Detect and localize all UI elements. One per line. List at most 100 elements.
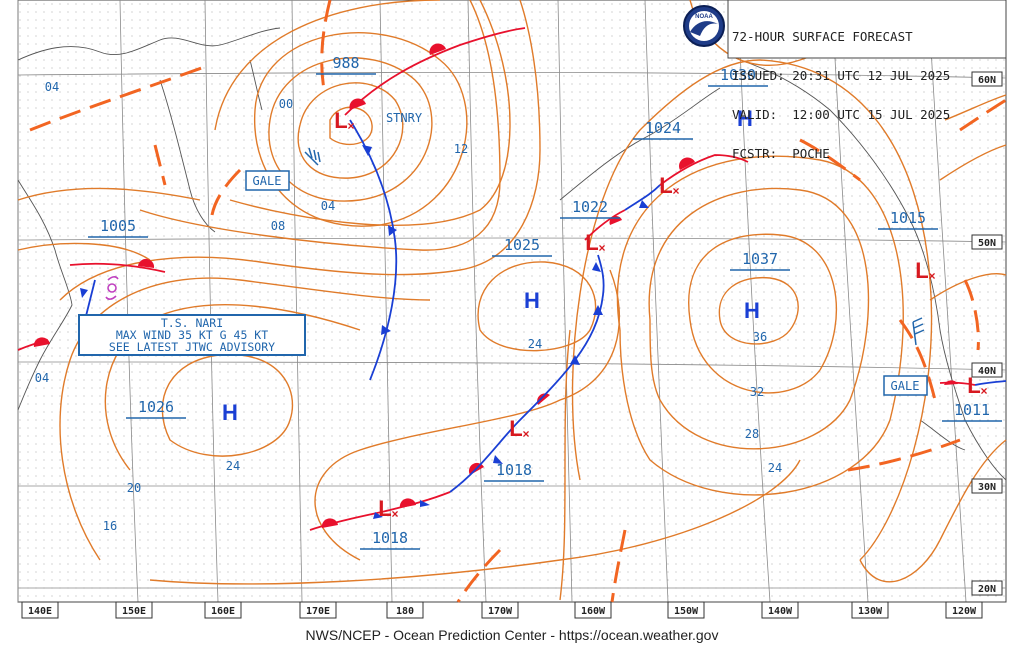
- lon-label-150e: 150E: [115, 601, 153, 619]
- high-symbol: H: [222, 400, 238, 425]
- pressure-center-high-1030: H 1030: [708, 66, 768, 131]
- lon-label-text: 160W: [581, 606, 606, 617]
- gale-box-east: GALE: [883, 375, 928, 396]
- storm-max-wind: MAX WIND 35 KT G 45 KT: [115, 328, 269, 342]
- header-box: [727, 0, 1007, 59]
- isobar-988-inner: [329, 106, 373, 146]
- pressure-center-high-1026: H 1026: [126, 398, 238, 425]
- pressure-center-low-1018: L × 1018: [484, 416, 544, 482]
- longitude-labels: 140E 150E 160E 170E 180 170W 160W 150W 140W 130W 1…: [21, 601, 983, 619]
- warm-front-bumps: [33, 43, 958, 528]
- graticule: [17, 0, 1007, 603]
- isobar-label-24: 24: [768, 461, 782, 475]
- lat-label-text: 40N: [978, 366, 996, 377]
- isobar-1024-w: [161, 353, 294, 457]
- pressure-value: 1022: [572, 198, 608, 216]
- low-center-mark: ×: [347, 119, 354, 133]
- pressure-value: 1025: [504, 236, 540, 254]
- lat-label-text: 60N: [978, 75, 996, 86]
- pressure-center-low-1022: L × 1022: [560, 198, 620, 255]
- pressure-value: 1026: [138, 398, 174, 416]
- tropical-storm-advisory-box: T.S. NARI MAX WIND 35 KT G 45 KT SEE LAT…: [78, 314, 306, 356]
- isobar-label-04: 04: [35, 371, 49, 385]
- warm-fronts: [17, 27, 976, 531]
- isobar-1028-ne: [929, 273, 1007, 301]
- high-symbol: H: [524, 288, 540, 313]
- pressure-value: 1005: [100, 217, 136, 235]
- isobar-992: [297, 82, 404, 179]
- pressure-center-high-1025: H 1025: [492, 236, 552, 313]
- isobar-label-32: 32: [750, 385, 764, 399]
- isobar-1000: [254, 32, 468, 227]
- lon-label-text: 140E: [28, 606, 52, 617]
- low-center-mark: ×: [928, 269, 935, 283]
- storm-advisory: SEE LATEST JTWC ADVISORY: [108, 340, 276, 354]
- low-center-mark: ×: [980, 384, 987, 398]
- low-symbol: L: [915, 258, 928, 283]
- low-center-mark: ×: [522, 427, 529, 441]
- isobar-1024-c: [477, 261, 597, 352]
- isobar-1016-e2: [859, 439, 1007, 583]
- isobar-label-04: 04: [45, 80, 59, 94]
- pressure-center-low-988: L × 988: [316, 54, 376, 133]
- isobar-1020-e: [571, 59, 761, 481]
- low-symbol: L: [967, 373, 980, 398]
- header-valid: VALID: 12:00 UTC 15 JUL 2025: [732, 107, 951, 122]
- pressure-center-low-1005: 1005: [88, 217, 148, 238]
- pressure-center-low-1015: L × 1015: [878, 209, 938, 283]
- isobar-1016-e: [559, 329, 571, 601]
- low-symbol: L: [585, 230, 598, 255]
- lon-label-140e: 140E: [21, 601, 59, 619]
- isobar-labels: 04 00 04 08 12 16 20 24 24 24 28 32 36 04: [35, 80, 782, 533]
- pressure-value: 1015: [890, 209, 926, 227]
- isobar-label-00: 00: [279, 97, 293, 111]
- troughs: [29, 0, 1007, 603]
- isobar-1024-e: [616, 155, 904, 496]
- lat-label-text: 30N: [978, 482, 996, 493]
- gale-label-west: GALE: [253, 174, 282, 188]
- stationary-front-label: STNRY: [386, 111, 423, 125]
- header-title: 72-HOUR SURFACE FORECAST: [732, 29, 913, 44]
- lon-label-text: 130W: [858, 606, 883, 617]
- lon-label-170w: 170W: [481, 601, 519, 619]
- header-issued: ISSUED: 20:31 UTC 12 JUL 2025: [732, 68, 951, 83]
- lon-label-130w: 130W: [851, 601, 889, 619]
- isobar-1028-south: [149, 459, 801, 585]
- lon-label-text: 170E: [306, 606, 330, 617]
- lon-label-text: 150W: [674, 606, 699, 617]
- low-center-mark: ×: [391, 507, 398, 521]
- coastlines: [17, 27, 1007, 481]
- isobar-label-12: 12: [454, 142, 468, 156]
- pressure-value: 1024: [645, 119, 681, 137]
- isobar-label-08: 08: [271, 219, 285, 233]
- noaa-logo-text: NOAA: [695, 14, 713, 20]
- pressure-center-low-1018: L × 1018: [360, 496, 420, 550]
- pressure-center-low-1011: L × 1011: [942, 373, 1002, 422]
- isobar-1020-ne: [944, 94, 1007, 121]
- lat-label-text: 50N: [978, 238, 996, 249]
- gale-box-west: GALE: [245, 170, 290, 191]
- lon-label-150w: 150W: [667, 601, 705, 619]
- lon-label-text: 180: [396, 606, 414, 617]
- lon-label-140w: 140W: [761, 601, 799, 619]
- lon-label-180: 180: [386, 601, 424, 619]
- pressure-center-high-1037: H 1037: [730, 250, 790, 323]
- latitude-labels: 60N 50N 40N 30N 20N: [971, 71, 1003, 596]
- lon-label-160e: 160E: [204, 601, 242, 619]
- high-symbol: H: [744, 298, 760, 323]
- pressure-value: 988: [332, 54, 359, 72]
- lon-label-text: 140W: [768, 606, 793, 617]
- lat-label-40n: 40N: [971, 362, 1003, 378]
- pressure-value: 1030: [720, 66, 756, 84]
- isobar-label-04: 04: [321, 199, 335, 213]
- lon-label-170e: 170E: [299, 601, 337, 619]
- isobar-1008: [139, 0, 501, 251]
- isobar-1016-b: [59, 277, 431, 561]
- low-symbol: L: [659, 173, 672, 198]
- isobar-1024-ne: [939, 144, 1007, 181]
- isobar-1028: [648, 187, 870, 450]
- lon-label-text: 170W: [488, 606, 513, 617]
- isobars: [17, 0, 1007, 601]
- isobar-1004-ne: [214, 0, 441, 131]
- low-symbol: L: [509, 416, 522, 441]
